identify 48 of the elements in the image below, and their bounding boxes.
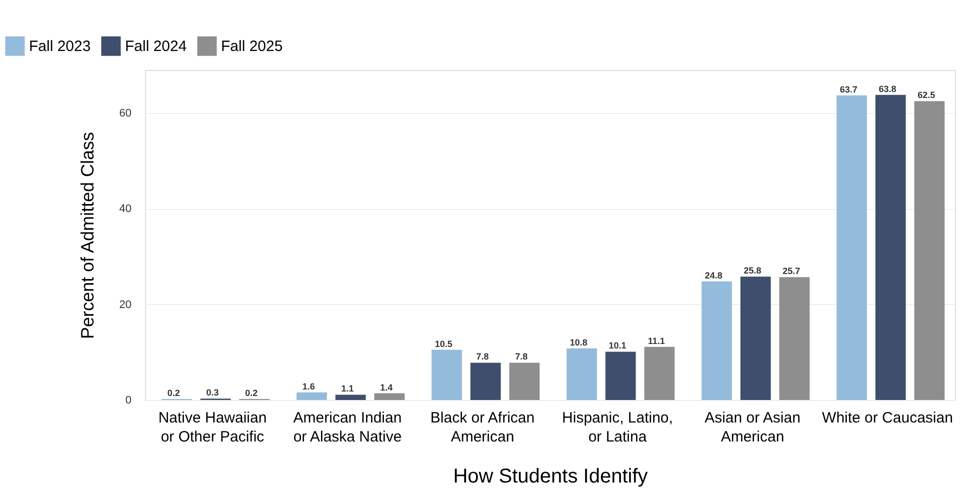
- bar: [374, 393, 405, 400]
- bar: [740, 276, 771, 400]
- bar: [296, 392, 327, 400]
- bar: [644, 346, 675, 400]
- data-label: 1.1: [341, 384, 354, 394]
- x-tick-label: Hispanic, Latino, or Latina: [562, 410, 673, 446]
- data-label: 1.4: [380, 382, 393, 392]
- data-label: 0.3: [206, 388, 219, 398]
- data-label: 63.8: [878, 84, 896, 94]
- bar: [470, 362, 501, 400]
- bar: [335, 394, 366, 400]
- data-label: 25.8: [744, 266, 762, 276]
- data-label: 0.2: [245, 388, 258, 398]
- legend-label: Fall 2025: [221, 38, 283, 56]
- y-tick-label: 40: [119, 203, 132, 216]
- y-axis-title: Percent of Admitted Class: [77, 132, 98, 340]
- data-label: 7.8: [515, 352, 528, 362]
- data-label: 0.2: [167, 388, 180, 398]
- bar: [605, 352, 636, 400]
- legend-label: Fall 2023: [29, 38, 91, 56]
- data-label: 25.7: [782, 266, 800, 276]
- bar: [836, 95, 867, 400]
- x-axis-title: How Students Identify: [453, 466, 648, 488]
- x-tick-label: American Indian or Alaska Native: [293, 410, 402, 446]
- x-tick-label: Native Hawaiian or Other Pacific: [158, 410, 267, 446]
- data-label: 63.7: [840, 84, 858, 94]
- data-label: 7.8: [476, 352, 489, 362]
- data-label: 1.6: [302, 381, 315, 392]
- data-label: 24.8: [704, 270, 722, 280]
- x-tick-label: Black or African American: [430, 410, 535, 446]
- data-label: 62.5: [918, 90, 936, 100]
- data-label: 11.1: [648, 336, 665, 346]
- data-label: 10.8: [570, 337, 588, 348]
- bar: [432, 350, 462, 400]
- y-tick-label: 60: [119, 108, 132, 120]
- bar: [702, 281, 732, 400]
- bar: [875, 94, 906, 400]
- y-tick-label: 0: [125, 394, 132, 406]
- data-label: 10.5: [434, 338, 452, 349]
- data-label: 10.1: [608, 340, 626, 351]
- bar: [566, 348, 597, 400]
- bar: [509, 362, 540, 400]
- y-tick-label: 20: [119, 298, 132, 311]
- bar: [914, 101, 945, 400]
- x-tick-label: Asian or Asian American: [704, 410, 800, 446]
- bar: [779, 277, 810, 400]
- x-tick-label: White or Caucasian: [822, 410, 953, 426]
- legend-label: Fall 2024: [125, 38, 187, 56]
